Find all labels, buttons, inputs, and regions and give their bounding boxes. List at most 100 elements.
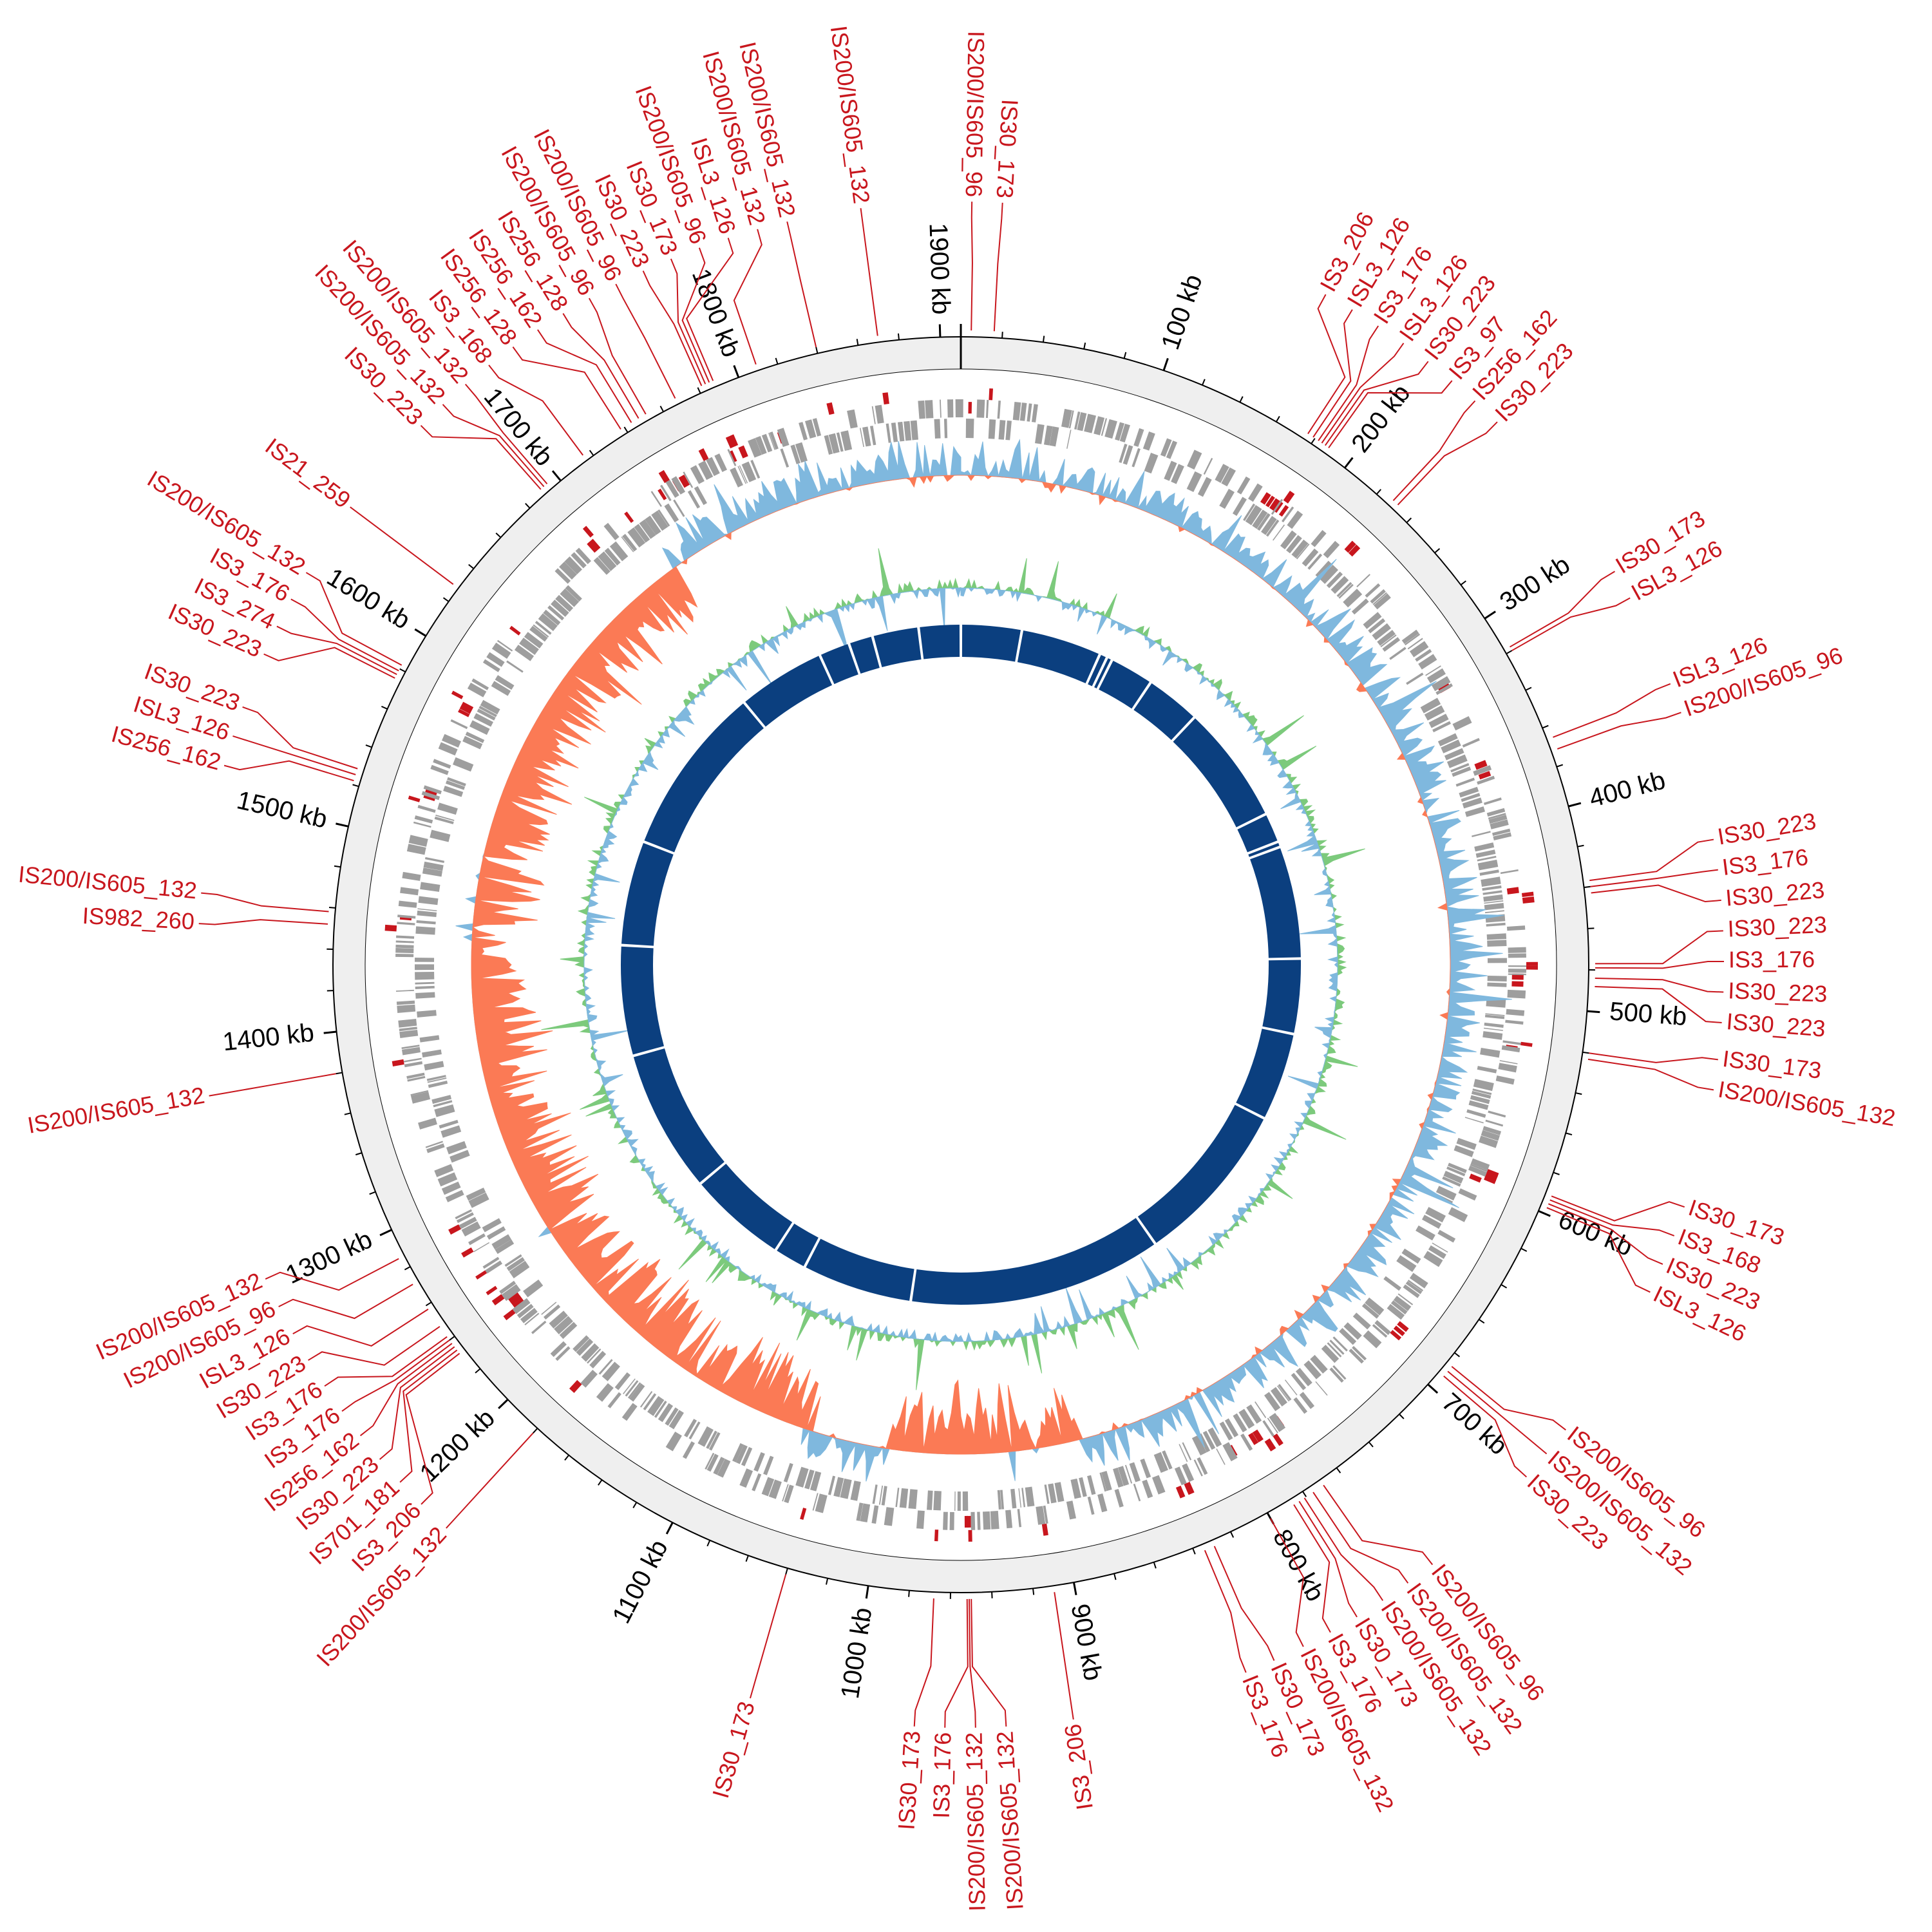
is-leader-line — [1548, 1203, 1663, 1265]
gene-block — [1119, 423, 1130, 443]
contig-segment — [745, 656, 833, 727]
gene-block — [467, 682, 487, 697]
gene-block — [908, 1489, 918, 1510]
gene-block — [1473, 765, 1492, 776]
gene-block — [1473, 1079, 1494, 1092]
gene-block — [403, 1057, 422, 1063]
is-element-mark — [658, 488, 667, 500]
major-tick — [1587, 1010, 1600, 1014]
minor-tick — [468, 564, 475, 569]
gene-block — [1508, 953, 1526, 958]
gene-block — [453, 757, 474, 772]
gene-block — [593, 556, 611, 575]
gene-block — [1466, 1109, 1486, 1118]
gene-block — [520, 1307, 538, 1323]
gene-block — [804, 1469, 815, 1490]
is-leader-line — [232, 735, 356, 775]
gene-block — [739, 465, 748, 484]
minor-tick — [1192, 1548, 1196, 1555]
is-leader-line — [670, 258, 706, 384]
kb-tick-label: 1300 kb — [281, 1225, 377, 1289]
gene-block — [1005, 421, 1012, 440]
gene-block — [1365, 1297, 1385, 1316]
gene-block — [650, 491, 662, 507]
gene-block — [690, 465, 705, 484]
gene-block — [1329, 1340, 1345, 1355]
gene-block — [1472, 831, 1491, 837]
gene-block — [671, 476, 686, 495]
gene-block — [1461, 793, 1481, 802]
gene-block — [1368, 618, 1386, 634]
gene-block — [1404, 633, 1421, 646]
gene-block — [741, 461, 757, 482]
is-leader-line — [405, 1352, 460, 1505]
gene-block — [1363, 1330, 1382, 1349]
gene-block — [706, 457, 720, 477]
gene-block — [424, 1061, 444, 1071]
gene-block — [1243, 503, 1256, 522]
gene-block — [1507, 989, 1526, 999]
gene-block — [1208, 1427, 1222, 1448]
is-leader-line — [1557, 712, 1681, 750]
minor-tick — [856, 339, 859, 346]
gene-block — [1151, 1475, 1166, 1495]
gene-block — [949, 1511, 954, 1530]
gene-block — [1048, 1483, 1057, 1504]
gene-block — [1477, 775, 1495, 785]
gene-block — [1403, 1284, 1420, 1298]
gene-block — [1101, 418, 1108, 436]
is-element-mark — [1264, 1438, 1276, 1452]
minor-tick — [404, 1265, 411, 1271]
gene-block — [559, 1321, 578, 1340]
gene-block — [555, 1346, 571, 1361]
gene-block — [424, 857, 445, 863]
is-element-label: IS30_173 — [992, 99, 1023, 199]
gene-block — [535, 621, 552, 635]
gene-block — [836, 432, 844, 452]
gene-block — [1315, 1381, 1328, 1396]
kb-tick-label: 1100 kb — [607, 1535, 674, 1628]
is-element-mark — [392, 1059, 404, 1067]
gene-block — [997, 1490, 1001, 1510]
gene-block — [1066, 1501, 1077, 1520]
gene-block — [433, 1100, 453, 1108]
is-element-label: IS200/IS605_132 — [1716, 1075, 1897, 1131]
gene-block — [621, 1403, 638, 1421]
minor-tick — [1587, 927, 1595, 929]
minor-tick — [1083, 342, 1086, 350]
gene-block — [1481, 876, 1501, 887]
gene-block — [860, 1503, 871, 1522]
gene-block — [753, 1452, 765, 1472]
gene-block — [943, 419, 948, 439]
gene-block — [947, 399, 954, 418]
gene-block — [1450, 762, 1470, 773]
gene-block — [531, 1320, 547, 1334]
is-element-label: IS3_176 — [1728, 946, 1815, 973]
is-leader-line — [1392, 400, 1476, 501]
minor-tick — [381, 705, 388, 710]
is-element-track — [384, 388, 1538, 1542]
gene-block — [423, 785, 442, 795]
gene-block — [1087, 1496, 1095, 1515]
gene-block — [1396, 1255, 1417, 1273]
gene-block — [629, 1383, 645, 1402]
gene-block — [916, 1510, 925, 1530]
gene-block — [1452, 715, 1472, 731]
minor-tick — [1575, 1092, 1582, 1095]
is-element-mark — [1397, 1321, 1409, 1332]
gene-block — [1493, 832, 1512, 841]
contig-segment — [1173, 718, 1265, 828]
gene-block — [1302, 548, 1319, 567]
is-element-mark — [1269, 498, 1281, 511]
is-element-label: IS30_173 — [893, 1730, 925, 1830]
gene-block — [1027, 403, 1032, 422]
gene-block — [824, 435, 833, 455]
gene-block — [529, 625, 548, 642]
gene-block — [859, 428, 864, 448]
gene-block — [1455, 777, 1475, 787]
gene-block — [1097, 1493, 1108, 1513]
gene-block — [621, 536, 634, 553]
is-leader-line — [512, 346, 621, 430]
gene-block — [491, 681, 511, 696]
gc-skew-area-positive — [541, 548, 1365, 1390]
